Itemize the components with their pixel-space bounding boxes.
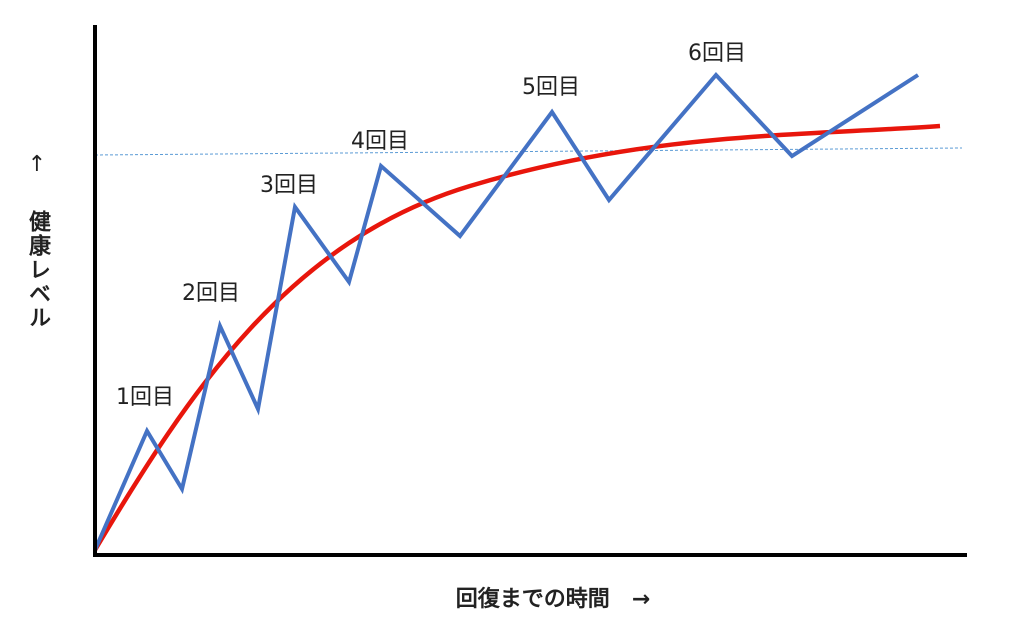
annotation: 2回目 (182, 281, 240, 306)
annotation: 3回目 (260, 173, 318, 198)
annotation: 4回目 (351, 129, 409, 154)
y-axis-arrow: ↑ (28, 152, 46, 177)
annotation: 5回目 (522, 75, 580, 100)
y-axis-label: 健康レベル (25, 209, 51, 330)
trend-curve (93, 123, 941, 552)
reference-line (94, 147, 963, 156)
x-axis-label: 回復までの時間 → (456, 586, 650, 612)
annotation: 6回目 (688, 41, 746, 66)
annotation: 1回目 (116, 385, 174, 410)
progress-line (93, 72, 920, 551)
